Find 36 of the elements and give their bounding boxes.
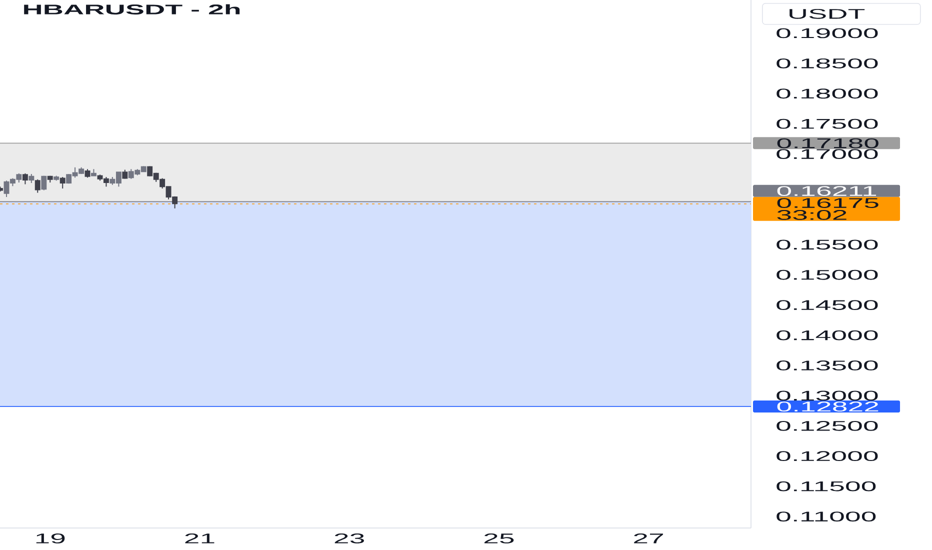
y-tick-label: 0.17000 — [776, 149, 878, 159]
candlestick — [60, 176, 66, 189]
ref-line-label: 0.16211 — [777, 186, 876, 196]
y-tick-label: 0.19000 — [776, 28, 878, 38]
x-tick-label: 23 — [334, 534, 364, 544]
y-tick-label: 0.14000 — [776, 330, 878, 340]
y-tick-label: 0.18000 — [776, 88, 878, 99]
chart-title: HBARUSDT - 2h — [24, 4, 240, 14]
y-tick-label: 0.13000 — [776, 390, 878, 401]
x-tick-label: 25 — [484, 534, 514, 544]
y-axis-title: USDT — [790, 8, 865, 19]
y-tick-label: 0.15000 — [776, 270, 878, 280]
x-tick-label: 27 — [634, 534, 663, 544]
candlestick — [34, 178, 40, 194]
y-tick-label: 0.12000 — [776, 451, 878, 462]
y-tick-label: 0.14500 — [776, 300, 878, 310]
y-tick-label: 0.11000 — [776, 512, 876, 522]
candlestick — [41, 175, 47, 191]
candlestick — [90, 168, 96, 176]
candlestick — [22, 172, 28, 185]
candlestick — [47, 175, 53, 183]
ref-line-label: 0.16175 33:02 — [777, 198, 878, 220]
y-tick-label: 0.12500 — [776, 420, 878, 431]
y-tick-label: 0.13500 — [776, 360, 878, 370]
x-tick-label: 21 — [185, 534, 214, 544]
y-tick-label: 0.15500 — [776, 240, 878, 250]
x-tick-label: 19 — [36, 534, 65, 544]
candlestick — [54, 175, 60, 182]
y-tick-label: 0.11500 — [776, 481, 876, 492]
y-tick-label: 0.18500 — [776, 58, 878, 68]
ref-line-label: 0.17180 — [777, 138, 878, 148]
candlestick — [28, 173, 34, 184]
candlestick — [122, 169, 128, 180]
y-tick-label: 0.17500 — [776, 118, 878, 129]
ref-line-label: 0.12822 — [777, 402, 878, 412]
candlestick — [84, 168, 90, 178]
